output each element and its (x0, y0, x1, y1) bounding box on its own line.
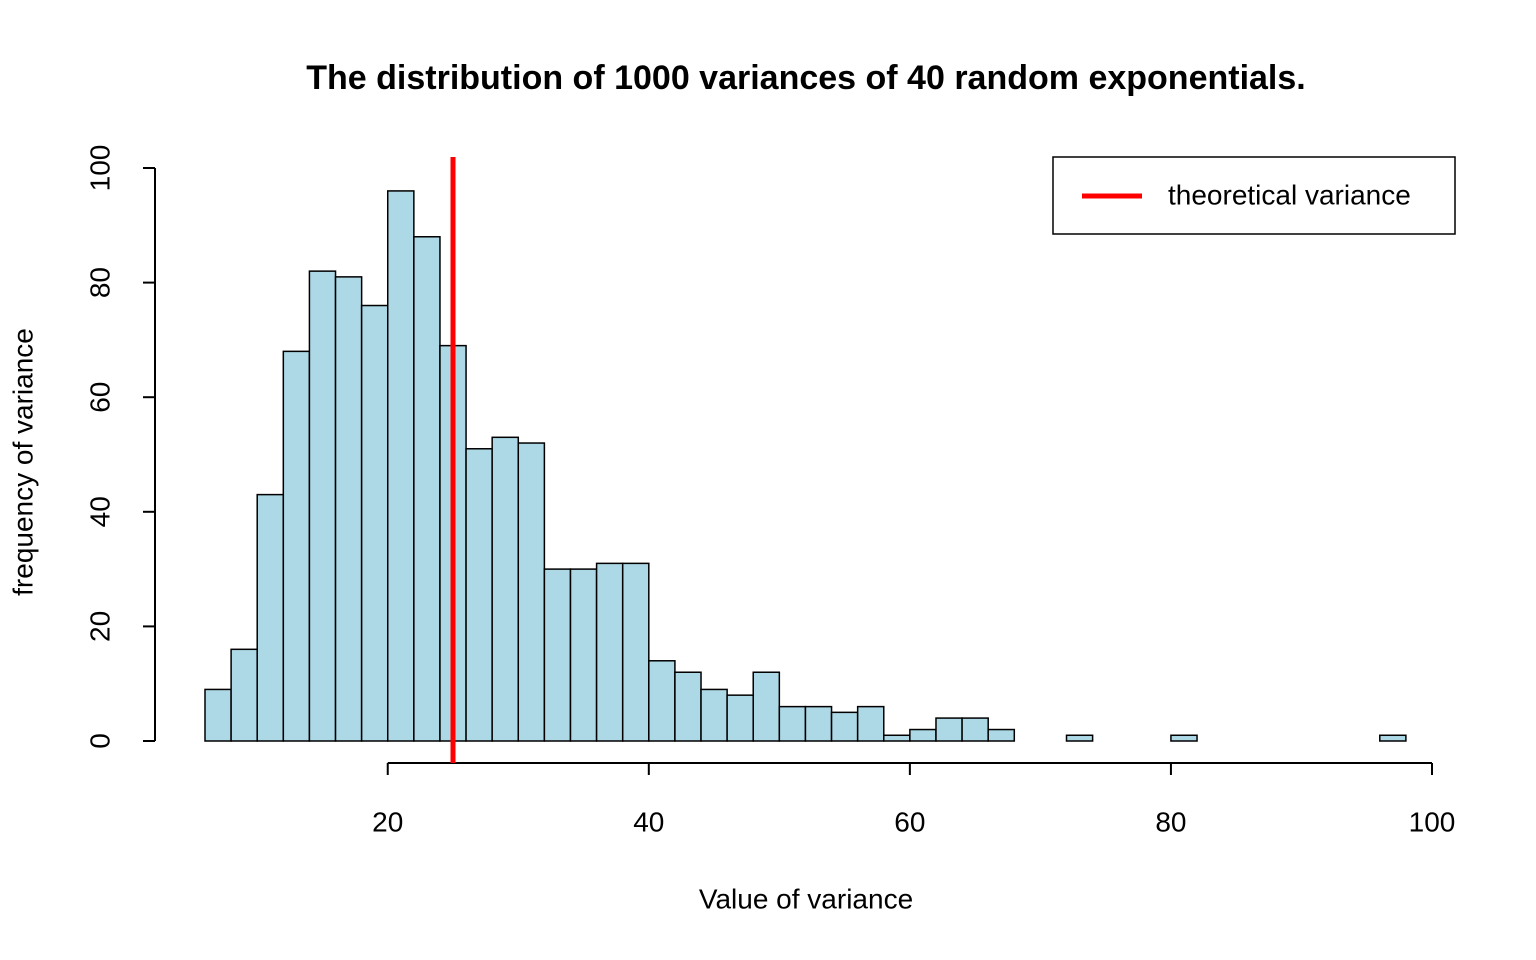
bar (543, 568, 572, 742)
bar (726, 694, 754, 742)
bar (386, 190, 415, 742)
y-tick-label: 0 (84, 733, 115, 749)
bar (621, 562, 650, 742)
bar (909, 728, 937, 742)
bar (778, 705, 807, 742)
bar (1170, 734, 1198, 742)
bar (1065, 734, 1094, 742)
bar (491, 436, 520, 742)
bar (648, 660, 676, 742)
x-tick-label: 100 (1409, 806, 1456, 837)
bar (517, 442, 546, 742)
bar (360, 304, 389, 742)
bar (282, 350, 311, 742)
bar (830, 711, 859, 742)
bar (413, 236, 441, 742)
bar (935, 717, 963, 742)
x-tick-label: 40 (633, 806, 664, 837)
bar (334, 276, 363, 742)
bar (204, 688, 232, 742)
x-tick-label: 80 (1155, 806, 1186, 837)
bar (256, 493, 285, 742)
y-tick-label: 80 (84, 267, 115, 298)
bar (1379, 734, 1407, 742)
x-tick-label: 20 (372, 806, 403, 837)
legend-label: theoretical variance (1168, 179, 1411, 210)
y-tick-label: 60 (84, 382, 115, 413)
y-tick-label: 100 (84, 145, 115, 192)
x-axis-label: Value of variance (699, 883, 913, 914)
bar (674, 671, 702, 742)
bar (465, 448, 493, 742)
x-tick-label: 60 (894, 806, 925, 837)
chart-title: The distribution of 1000 variances of 40… (306, 59, 1305, 97)
bar (856, 705, 885, 742)
bar (595, 562, 624, 742)
bar (569, 568, 598, 742)
bar (961, 717, 989, 742)
bar (752, 671, 781, 742)
bar (987, 728, 1016, 742)
bar (883, 734, 911, 742)
bar (700, 688, 728, 742)
y-tick-label: 20 (84, 611, 115, 642)
y-tick-label: 40 (84, 496, 115, 527)
bar (308, 270, 337, 742)
bar (230, 648, 258, 742)
bar (804, 705, 833, 742)
y-axis-label: frequency of variance (7, 328, 38, 596)
